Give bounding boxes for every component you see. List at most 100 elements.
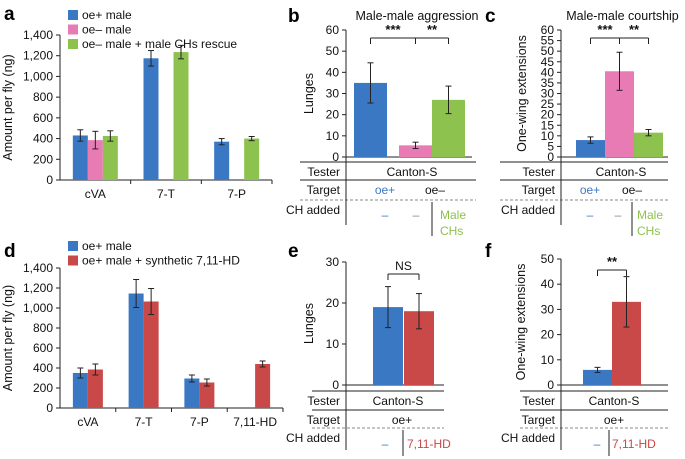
y-tick-label: 0 [547, 150, 554, 164]
table-header-ch-added: CH added [501, 431, 555, 445]
y-axis-label: One-wing extensions [514, 264, 528, 381]
table-ch-value: 7,11-HD [612, 437, 656, 451]
table-header-ch-added: CH added [501, 203, 555, 217]
y-tick-label: 1,000 [23, 69, 53, 83]
y-tick-label: 600 [33, 341, 53, 355]
bar-d-1-1 [143, 301, 159, 408]
y-tick-label: 35 [541, 76, 555, 90]
table-header-ch-added: CH added [286, 203, 340, 217]
table-ch-value: CHs [440, 224, 463, 238]
chart-title: Male-male aggression [356, 9, 479, 23]
y-tick-label: 10 [541, 353, 555, 367]
y-tick-label: 800 [33, 90, 53, 104]
y-tick-label: 50 [541, 44, 555, 58]
y-tick-label: 800 [33, 321, 53, 335]
bar-b-1 [399, 145, 432, 157]
significance-label: *** [385, 22, 401, 37]
table-header-ch-added: CH added [286, 431, 340, 445]
table-header-tester: Tester [307, 165, 340, 179]
table-header-tester: Tester [307, 394, 340, 408]
y-tick-label: 10 [541, 129, 555, 143]
table-header-tester: Tester [522, 165, 555, 179]
y-tick-label: 1,400 [23, 261, 53, 275]
bar-a-2-1 [173, 52, 189, 180]
panel-letter-b: b [288, 6, 300, 27]
y-tick-label: 30 [541, 87, 555, 101]
y-tick-label: 0 [46, 401, 53, 415]
y-tick-label: 20 [326, 296, 340, 310]
y-tick-label: 20 [326, 108, 340, 122]
y-tick-label: 30 [326, 87, 340, 101]
table-target-value: oe– [425, 183, 445, 197]
table-header-tester: Tester [522, 394, 555, 408]
table-ch-value: Male [440, 208, 466, 222]
table-tester-value: Canton-S [589, 394, 640, 408]
x-tick-label: 7-T [157, 187, 176, 201]
table-tester-value: Canton-S [373, 394, 424, 408]
y-tick-label: 45 [541, 55, 555, 69]
table-header-target: Target [522, 183, 556, 197]
table-tester-value: Canton-S [387, 165, 438, 179]
y-tick-label: 1,400 [23, 28, 53, 42]
table-target-value: oe+ [392, 413, 412, 427]
table-target-value: oe+ [375, 183, 395, 197]
significance-label: *** [597, 22, 613, 37]
y-tick-label: 40 [541, 277, 555, 291]
bar-d-1-3 [255, 364, 271, 408]
x-tick-label: 7-T [135, 415, 154, 429]
table-target-value: oe– [622, 183, 642, 197]
y-tick-label: 0 [46, 173, 53, 187]
legend-swatch [68, 255, 78, 266]
panel-letters: a b c d e f [4, 4, 496, 262]
table-ch-value: – [382, 208, 389, 222]
table-target-value: oe+ [604, 413, 624, 427]
y-tick-label: 30 [541, 302, 555, 316]
y-tick-label: 50 [326, 44, 340, 58]
legend-swatch [68, 24, 78, 35]
x-tick-label: 7,11-HD [233, 415, 277, 429]
table-ch-value: – [587, 208, 594, 222]
bar-a-1-0 [87, 140, 103, 180]
y-tick-label: 15 [541, 118, 555, 132]
table-ch-value: 7,11-HD [407, 437, 451, 451]
legend-label: oe+ male [82, 239, 132, 253]
significance-label: NS [395, 259, 412, 273]
legend-swatch [68, 39, 78, 49]
y-tick-label: 0 [547, 378, 554, 392]
y-tick-label: 400 [33, 361, 53, 375]
bar-d-1-2 [199, 382, 215, 408]
table-header-target: Target [522, 413, 556, 427]
significance-label: ** [607, 254, 618, 269]
bar-a-0-2 [214, 141, 230, 180]
y-tick-label: 1,200 [23, 49, 53, 63]
y-tick-label: 1,200 [23, 281, 53, 295]
y-tick-label: 200 [33, 152, 53, 166]
bar-d-1-0 [87, 369, 103, 408]
y-tick-label: 5 [547, 139, 554, 153]
y-axis-label: Lunges [302, 303, 316, 344]
table-header-target: Target [307, 413, 341, 427]
panel-letter-d: d [4, 241, 16, 262]
bar-f-0 [583, 369, 612, 385]
y-tick-label: 40 [326, 65, 340, 79]
y-tick-label: 60 [326, 23, 340, 37]
y-tick-label: 600 [33, 111, 53, 125]
y-tick-label: 20 [541, 108, 555, 122]
y-tick-label: 40 [541, 65, 555, 79]
y-tick-label: 30 [326, 255, 340, 269]
bar-d-0-0 [72, 373, 88, 408]
table-ch-value: Male [637, 208, 663, 222]
legend-label: oe– male + male CHs rescue [82, 37, 237, 51]
table-ch-value: – [413, 208, 420, 222]
x-tick-label: cVA [77, 415, 98, 429]
y-tick-label: 400 [33, 132, 53, 146]
y-axis-label: Amount per fly (ng) [1, 54, 15, 160]
y-tick-label: 25 [541, 97, 555, 111]
table-ch-value: CHs [637, 224, 660, 238]
legend-label: oe– male [82, 23, 132, 37]
y-tick-label: 0 [332, 378, 339, 392]
panel-letter-a: a [4, 4, 15, 25]
bar-c-0 [576, 140, 605, 157]
